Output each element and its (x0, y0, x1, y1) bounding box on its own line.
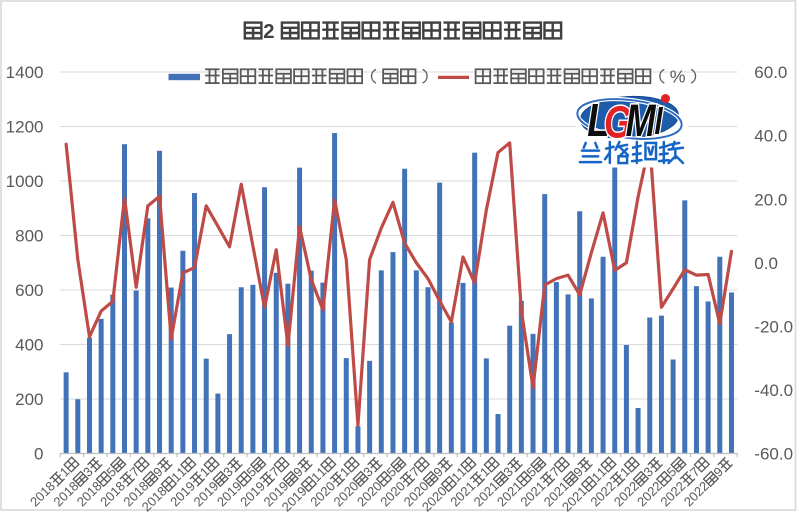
svg-text:l: l (654, 102, 663, 143)
svg-text:1000: 1000 (6, 172, 44, 191)
svg-text:800: 800 (15, 227, 43, 246)
svg-text:-20.0: -20.0 (754, 317, 793, 336)
svg-text:400: 400 (15, 336, 43, 355)
svg-text:0: 0 (34, 445, 43, 464)
svg-text:%: % (670, 67, 686, 87)
svg-text:1200: 1200 (6, 118, 44, 137)
svg-text:0.0: 0.0 (754, 254, 778, 273)
svg-text:60.0: 60.0 (754, 63, 787, 82)
svg-text:L: L (587, 94, 609, 146)
svg-text:1400: 1400 (6, 63, 44, 82)
svg-text:200: 200 (15, 390, 43, 409)
svg-text:M: M (626, 95, 657, 146)
svg-text:40.0: 40.0 (754, 127, 787, 146)
svg-text:G: G (604, 97, 632, 148)
svg-text:20.0: 20.0 (754, 190, 787, 209)
svg-text:2: 2 (263, 21, 274, 43)
svg-text:-40.0: -40.0 (754, 381, 793, 400)
svg-text:600: 600 (15, 281, 43, 300)
svg-text:-60.0: -60.0 (754, 445, 793, 464)
